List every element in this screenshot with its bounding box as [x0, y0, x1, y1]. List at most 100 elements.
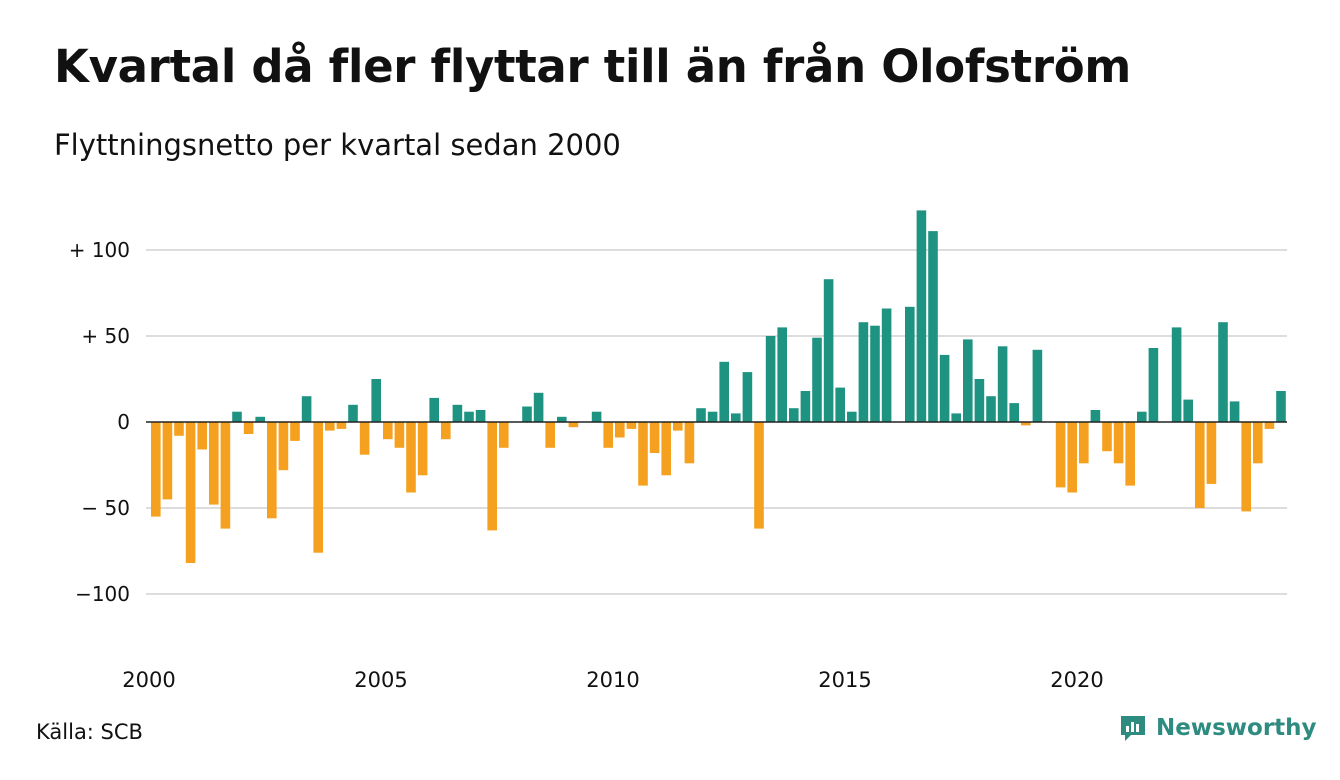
bar — [1206, 422, 1217, 484]
bar — [696, 408, 706, 422]
x-tick-label: 2005 — [354, 668, 407, 692]
bar — [185, 422, 196, 563]
bars — [151, 210, 1286, 563]
y-tick-label: + 50 — [81, 324, 130, 348]
newsworthy-logo-icon — [1121, 716, 1145, 741]
bar — [963, 339, 973, 422]
bar — [522, 406, 532, 422]
bar — [615, 422, 625, 438]
bar — [429, 397, 439, 422]
bar — [777, 327, 787, 422]
bar — [1055, 422, 1066, 488]
bar — [313, 422, 323, 553]
bar — [951, 413, 961, 422]
x-axis-labels: 2000 2005 2010 2015 2020 — [122, 668, 1103, 692]
bar — [1125, 422, 1135, 486]
bar — [858, 322, 869, 422]
bar — [394, 422, 405, 448]
x-tick-label: 2010 — [586, 668, 639, 692]
bar — [1113, 422, 1124, 464]
bar — [742, 372, 753, 422]
bar — [441, 422, 451, 440]
bar — [162, 422, 173, 500]
bar — [591, 411, 602, 422]
bar — [649, 422, 660, 453]
grid-lines — [146, 249, 1287, 595]
bar — [383, 422, 393, 440]
bar — [1009, 403, 1019, 422]
bar — [812, 337, 822, 422]
bar — [1218, 322, 1228, 422]
bar — [243, 422, 254, 434]
bar — [661, 422, 671, 476]
bar — [1195, 422, 1205, 508]
bar — [916, 210, 927, 422]
bar — [452, 404, 463, 422]
bar — [151, 422, 161, 517]
bar — [997, 346, 1008, 422]
source-note: Källa: SCB — [36, 720, 143, 744]
chart-title: Kvartal då fler flyttar till än från Olo… — [54, 40, 1131, 93]
bar — [986, 396, 996, 422]
bar — [232, 411, 242, 422]
x-tick-label: 2015 — [818, 668, 871, 692]
bar — [847, 411, 857, 422]
bar — [487, 422, 497, 531]
bar — [673, 422, 683, 431]
bar — [1241, 422, 1251, 512]
bar — [823, 279, 834, 422]
bar — [707, 411, 718, 422]
bar — [267, 422, 277, 519]
bar — [417, 422, 428, 476]
bar — [928, 231, 938, 422]
bar — [1148, 348, 1159, 422]
bar — [301, 396, 312, 422]
bar — [1276, 391, 1286, 422]
bar — [197, 422, 207, 450]
bar — [336, 422, 347, 429]
y-tick-label: 0 — [117, 410, 130, 434]
chart-subtitle: Flyttningsnetto per kvartal sedan 2000 — [54, 128, 621, 162]
bar — [835, 387, 845, 422]
bar — [1137, 411, 1147, 422]
bar — [1032, 349, 1043, 422]
brand-logo: Newsworthy — [1118, 713, 1317, 743]
bar — [974, 379, 985, 422]
bar — [638, 422, 648, 486]
bar — [1090, 410, 1101, 422]
bar — [789, 408, 799, 422]
bar — [754, 422, 764, 529]
y-tick-label: −100 — [75, 582, 130, 606]
bar — [406, 422, 416, 493]
bar — [684, 422, 695, 464]
bar — [1253, 422, 1263, 464]
bar — [603, 422, 613, 448]
bar — [209, 422, 219, 505]
bar — [939, 354, 950, 422]
bar — [1067, 422, 1077, 493]
bar — [475, 410, 486, 422]
x-tick-label: 2020 — [1050, 668, 1103, 692]
bar — [1021, 422, 1031, 426]
bar — [499, 422, 509, 448]
bar — [1229, 401, 1240, 422]
bar — [1264, 422, 1275, 429]
x-tick-label: 2000 — [122, 668, 175, 692]
bar — [719, 361, 729, 422]
bar — [278, 422, 289, 471]
bar — [255, 416, 265, 422]
bar — [905, 306, 915, 422]
bar-chart: + 100 + 50 0 − 50 −100 2000 2005 2010 2015 2020 — [69, 210, 1287, 692]
bar — [174, 422, 184, 436]
bar — [1102, 422, 1112, 452]
bar — [348, 404, 358, 422]
bar — [731, 413, 741, 422]
bar — [371, 379, 381, 422]
bar — [568, 422, 579, 428]
bar — [765, 336, 776, 422]
bar — [870, 325, 880, 422]
bar — [220, 422, 231, 529]
y-tick-label: − 50 — [81, 496, 130, 520]
bar — [881, 308, 892, 422]
bar — [359, 422, 370, 455]
